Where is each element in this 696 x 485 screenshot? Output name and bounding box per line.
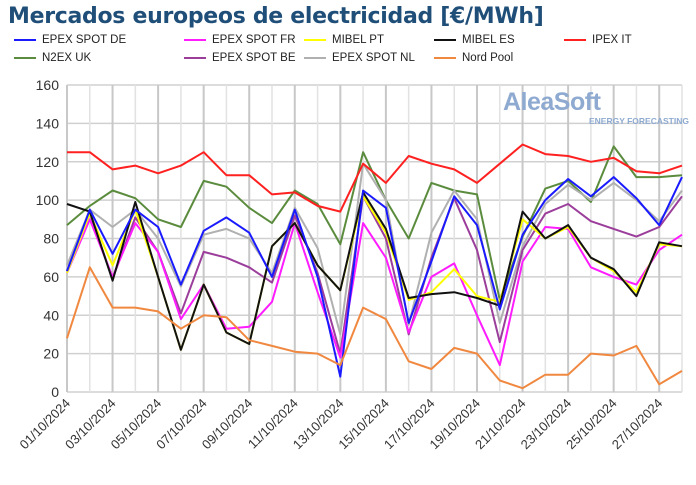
chart-title: Mercados europeos de electricidad [€/MWh… bbox=[8, 4, 544, 29]
y-tick-label: 60 bbox=[43, 269, 59, 285]
legend-label: EPEX SPOT DE bbox=[42, 34, 127, 46]
series-line-epex-spot-de bbox=[66, 176, 683, 378]
legend-swatch bbox=[304, 57, 326, 59]
legend-label: EPEX SPOT FR bbox=[212, 34, 296, 46]
legend-item: EPEX SPOT DE bbox=[14, 34, 126, 46]
y-tick-label: 160 bbox=[36, 77, 60, 93]
legend-label: N2EX UK bbox=[42, 52, 92, 64]
y-tick-label: 120 bbox=[36, 154, 60, 170]
legend-item: MIBEL PT bbox=[304, 34, 384, 46]
legend-swatch bbox=[564, 39, 586, 41]
y-tick-label: 80 bbox=[43, 231, 59, 247]
series-line-epex-spot-nl bbox=[66, 162, 683, 336]
legend-item: EPEX SPOT BE bbox=[184, 52, 296, 64]
y-tick-label: 40 bbox=[43, 307, 59, 323]
logo-brand: AleaSoft bbox=[503, 88, 601, 116]
legend-label: MIBEL PT bbox=[332, 34, 384, 46]
legend-swatch bbox=[14, 39, 36, 41]
legend-item: EPEX SPOT NL bbox=[304, 52, 415, 64]
legend-label: MIBEL ES bbox=[462, 34, 515, 46]
legend-swatch bbox=[304, 39, 326, 41]
legend-item: N2EX UK bbox=[14, 52, 91, 64]
legend-swatch bbox=[434, 57, 456, 59]
series-line-mibel-es bbox=[66, 191, 683, 351]
legend-swatch bbox=[14, 57, 36, 59]
legend-item: MIBEL ES bbox=[434, 34, 515, 46]
legend-label: Nord Pool bbox=[462, 52, 514, 64]
series-line-nord-pool bbox=[66, 266, 683, 390]
y-tick-label: 0 bbox=[51, 384, 59, 400]
legend-label: EPEX SPOT BE bbox=[212, 52, 296, 64]
y-tick-label: 100 bbox=[36, 192, 60, 208]
y-tick-label: 20 bbox=[43, 346, 59, 362]
logo-tagline: ENERGY FORECASTING bbox=[589, 116, 689, 126]
legend-item: IPEX IT bbox=[564, 34, 632, 46]
legend-swatch bbox=[184, 57, 206, 59]
legend-label: EPEX SPOT NL bbox=[332, 52, 415, 64]
aleasoft-logo: AleaSoft ENERGY FORECASTING bbox=[503, 88, 689, 126]
legend-swatch bbox=[184, 39, 206, 41]
series-line-epex-spot-fr bbox=[66, 218, 683, 367]
legend-label: IPEX IT bbox=[592, 34, 632, 46]
legend-item: Nord Pool bbox=[434, 52, 513, 64]
y-tick-label: 140 bbox=[36, 115, 60, 131]
legend-item: EPEX SPOT FR bbox=[184, 34, 296, 46]
series-line-ipex-it bbox=[67, 143, 683, 213]
legend-swatch bbox=[434, 39, 456, 41]
